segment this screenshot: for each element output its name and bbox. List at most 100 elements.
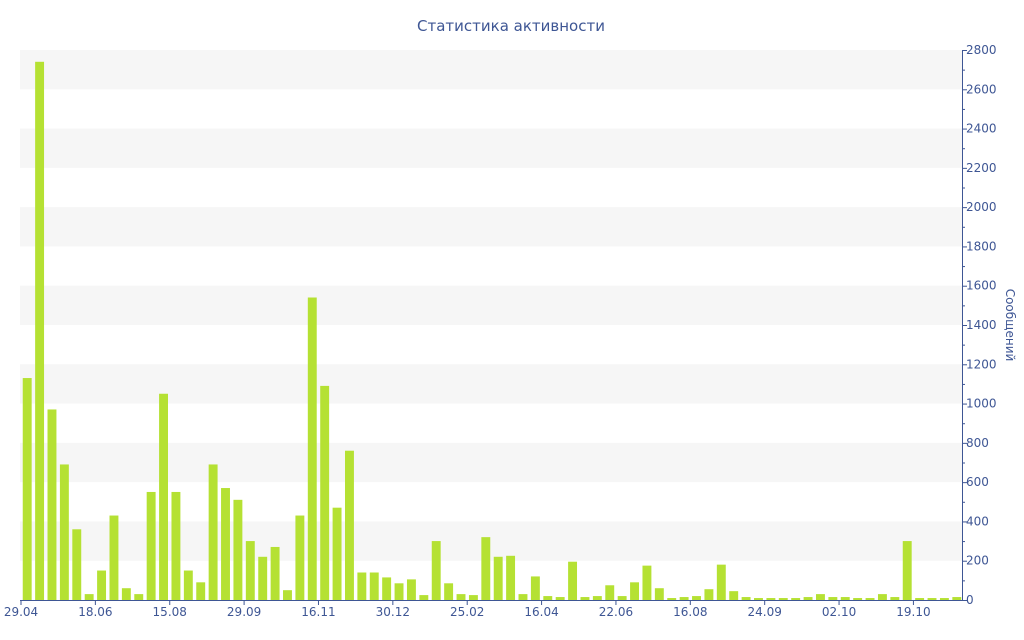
- bar: [59, 464, 69, 600]
- bar: [605, 585, 615, 600]
- x-tick-label: 15.08: [153, 605, 187, 619]
- bar: [580, 597, 590, 600]
- grid-band: [20, 442, 962, 483]
- x-tick-label: 30.12: [376, 605, 410, 619]
- y-tick-label: 1400: [966, 318, 997, 332]
- bar: [778, 598, 788, 600]
- grid-band: [20, 364, 962, 404]
- y-tick-label: 1000: [966, 397, 997, 411]
- bar: [679, 597, 689, 600]
- bar: [890, 597, 900, 600]
- bar: [766, 598, 776, 600]
- bar: [791, 598, 801, 600]
- bar: [134, 594, 144, 600]
- bar: [816, 594, 825, 600]
- bar: [877, 594, 887, 600]
- bar: [369, 572, 379, 600]
- y-tick-label: 2000: [966, 200, 997, 214]
- y-tick-label: 400: [966, 514, 989, 528]
- bar: [394, 583, 404, 600]
- grid-band: [20, 207, 962, 247]
- bar: [47, 409, 57, 600]
- bar: [828, 597, 838, 600]
- x-tick-label: 29.04: [4, 605, 38, 619]
- bar: [952, 597, 962, 600]
- bar: [840, 597, 850, 600]
- bar: [692, 596, 701, 600]
- y-tick-label: 600: [966, 475, 989, 489]
- bar: [22, 378, 32, 600]
- x-tick-label: 29.09: [227, 605, 261, 619]
- chart-title: Статистика активности: [417, 17, 605, 35]
- bar: [444, 583, 454, 600]
- bar: [853, 598, 863, 600]
- x-tick-label: 16.08: [673, 605, 707, 619]
- y-axis-label: Сообщений: [1003, 289, 1017, 362]
- y-tick-label: 800: [966, 436, 989, 450]
- bar: [456, 594, 466, 600]
- bar: [630, 582, 639, 600]
- bar: [592, 596, 602, 600]
- bar: [518, 594, 528, 600]
- bar: [307, 297, 317, 600]
- bar: [382, 577, 392, 600]
- bar: [493, 556, 503, 600]
- bar: [543, 596, 553, 600]
- bar: [939, 598, 949, 600]
- bar: [506, 555, 516, 600]
- y-tick-label: 1600: [966, 279, 997, 293]
- bar: [754, 598, 763, 600]
- grid-band: [20, 285, 962, 325]
- bar: [258, 556, 268, 600]
- y-tick-label: 2400: [966, 122, 997, 136]
- bar: [357, 572, 367, 600]
- bar: [431, 541, 441, 600]
- x-tick-label: 16.11: [301, 605, 335, 619]
- bar: [667, 598, 677, 600]
- y-tick-label: 200: [966, 554, 989, 568]
- bar: [196, 582, 206, 600]
- grid-band: [20, 50, 962, 90]
- x-tick-label: 16.04: [524, 605, 558, 619]
- y-tick-label: 2800: [966, 43, 997, 57]
- bar: [270, 546, 280, 600]
- bar: [530, 576, 540, 600]
- bar: [109, 515, 119, 600]
- x-tick-label: 19.10: [896, 605, 930, 619]
- bar: [803, 597, 813, 600]
- bar: [555, 597, 565, 600]
- y-tick-label: 2200: [966, 161, 997, 175]
- bar: [345, 450, 354, 600]
- bar: [716, 564, 726, 600]
- bar: [902, 541, 912, 600]
- bar: [171, 491, 181, 600]
- x-tick-label: 24.09: [748, 605, 782, 619]
- bar: [654, 588, 664, 600]
- bar: [642, 565, 652, 601]
- bar: [406, 579, 416, 601]
- bar: [221, 488, 230, 600]
- bar: [568, 561, 578, 600]
- bar: [159, 393, 168, 600]
- bar: [741, 597, 751, 600]
- bar: [233, 499, 243, 600]
- grid-bands: [20, 50, 962, 561]
- bar: [35, 61, 45, 601]
- x-tick-label: 22.06: [599, 605, 633, 619]
- bar: [865, 598, 875, 600]
- bar: [481, 537, 491, 600]
- bar: [72, 529, 82, 600]
- bar: [729, 591, 739, 600]
- y-tick-label: 2600: [966, 82, 997, 96]
- bar: [121, 588, 131, 600]
- bar: [183, 570, 193, 600]
- bar: [245, 541, 255, 600]
- bars-group: [22, 61, 962, 601]
- axes-group: 0 200 400 600 800 1000 1200 1400 1600 1800 2000 220…: [4, 43, 997, 619]
- grid-band: [20, 128, 962, 168]
- bar: [84, 594, 94, 600]
- bar: [283, 590, 292, 600]
- bar: [295, 515, 305, 600]
